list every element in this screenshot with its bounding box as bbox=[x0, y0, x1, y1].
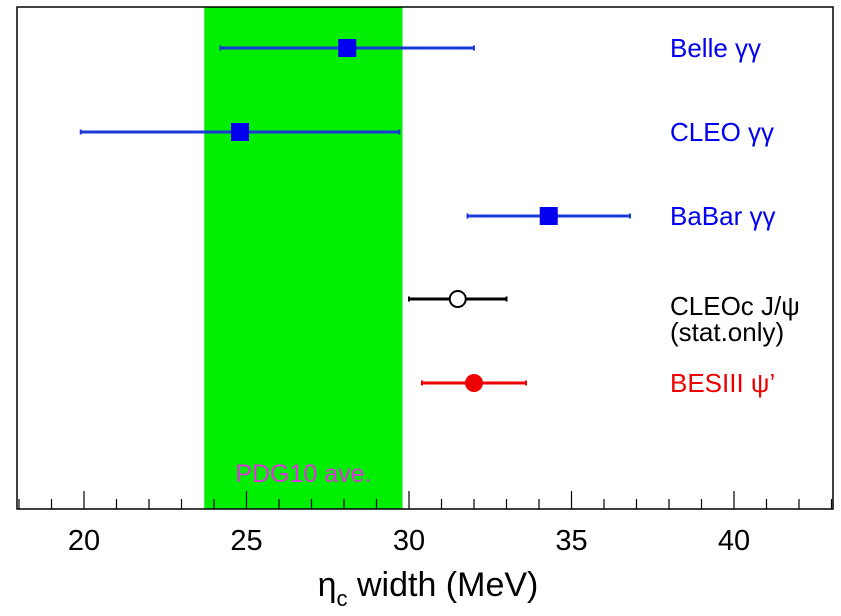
series-label-secondary: (stat.only) bbox=[670, 317, 784, 347]
series-label: CLEOc J/ψ bbox=[670, 291, 800, 321]
series-label: BaBar γγ bbox=[670, 201, 776, 231]
data-point-open-circle bbox=[448, 290, 467, 308]
data-point-square bbox=[539, 207, 558, 225]
series-2: BaBar γγ bbox=[466, 201, 776, 231]
data-point-filled-circle bbox=[465, 374, 483, 392]
x-axis-title-subscript: c bbox=[337, 586, 348, 611]
x-tick-label: 20 bbox=[68, 525, 100, 557]
plot-frame bbox=[16, 6, 834, 510]
pdg-average-label: PDG10 ave. bbox=[235, 460, 371, 488]
x-axis-title-symbol: η bbox=[318, 566, 337, 604]
series-0: Belle γγ bbox=[219, 33, 761, 63]
x-axis-title: ηc width (MeV) bbox=[318, 566, 539, 611]
pdg-average-band bbox=[204, 7, 403, 509]
x-axis: 20 25 30 35 40 bbox=[18, 491, 833, 557]
x-tick-label: 35 bbox=[555, 525, 587, 557]
x-tick-label: 25 bbox=[230, 525, 262, 557]
data-point-square bbox=[338, 39, 357, 57]
plot-background bbox=[17, 7, 833, 509]
series-label: BESIII ψ’ bbox=[670, 368, 775, 398]
x-axis-title-rest: width (MeV) bbox=[348, 566, 539, 604]
x-tick-label: 40 bbox=[718, 525, 750, 557]
series-label: Belle γγ bbox=[670, 33, 761, 63]
x-tick-label: 30 bbox=[393, 525, 425, 557]
series-3: CLEOc J/ψ(stat.only) bbox=[408, 290, 800, 347]
series-layer: Belle γγ CLEO γγ BaBar γγ CLEOc J/ψ(stat.on… bbox=[79, 33, 800, 398]
series-4: BESIII ψ’ bbox=[421, 368, 775, 398]
series-1: CLEO γγ bbox=[79, 117, 774, 147]
series-label: CLEO γγ bbox=[670, 117, 774, 147]
data-point-square bbox=[231, 123, 249, 141]
